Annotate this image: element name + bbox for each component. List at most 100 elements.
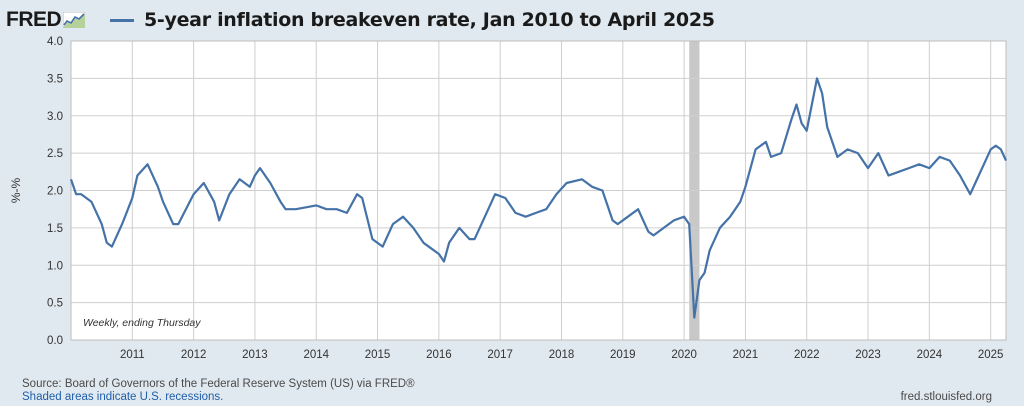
data-point[interactable] — [769, 155, 773, 159]
data-point[interactable] — [565, 181, 569, 185]
data-point[interactable] — [534, 211, 538, 215]
data-point[interactable] — [580, 177, 584, 181]
data-point[interactable] — [105, 241, 109, 245]
data-point[interactable] — [697, 278, 701, 282]
data-point[interactable] — [820, 91, 824, 95]
data-point[interactable] — [278, 200, 282, 204]
data-point[interactable] — [217, 218, 221, 222]
data-point[interactable] — [473, 237, 477, 241]
data-point[interactable] — [636, 207, 640, 211]
recession-note-link[interactable]: Shaded areas indicate U.S. recessions. — [22, 391, 224, 403]
data-point[interactable] — [692, 316, 696, 320]
data-point[interactable] — [524, 215, 528, 219]
data-point[interactable] — [682, 215, 686, 219]
fred-url[interactable]: fred.stlouisfed.org — [900, 391, 992, 403]
data-point[interactable] — [626, 215, 630, 219]
data-point[interactable] — [835, 155, 839, 159]
data-point[interactable] — [856, 151, 860, 155]
data-point[interactable] — [973, 181, 977, 185]
data-point[interactable] — [886, 174, 890, 178]
data-point[interactable] — [110, 245, 114, 249]
data-point[interactable] — [938, 155, 942, 159]
data-point[interactable] — [805, 129, 809, 133]
data-point[interactable] — [314, 203, 318, 207]
data-point[interactable] — [800, 121, 804, 125]
data-point[interactable] — [391, 222, 395, 226]
fred-logo[interactable]: FRED — [6, 8, 86, 32]
data-point[interactable] — [437, 252, 441, 256]
data-point[interactable] — [176, 222, 180, 226]
data-point[interactable] — [968, 192, 972, 196]
data-point[interactable] — [948, 159, 952, 163]
data-point[interactable] — [171, 222, 175, 226]
data-point[interactable] — [284, 207, 288, 211]
data-point[interactable] — [815, 76, 819, 80]
data-point[interactable] — [846, 147, 850, 151]
data-point[interactable] — [651, 233, 655, 237]
data-point[interactable] — [493, 192, 497, 196]
data-point[interactable] — [335, 207, 339, 211]
data-point[interactable] — [355, 192, 359, 196]
data-point[interactable] — [135, 174, 139, 178]
data-point[interactable] — [370, 237, 374, 241]
data-point[interactable] — [381, 245, 385, 249]
data-point[interactable] — [789, 117, 793, 121]
data-point[interactable] — [514, 211, 518, 215]
data-point[interactable] — [345, 211, 349, 215]
data-point[interactable] — [156, 185, 160, 189]
data-point[interactable] — [611, 218, 615, 222]
data-point[interactable] — [401, 215, 405, 219]
data-point[interactable] — [795, 103, 799, 107]
data-point[interactable] — [422, 241, 426, 245]
data-point[interactable] — [662, 226, 666, 230]
data-point[interactable] — [738, 200, 742, 204]
data-point[interactable] — [324, 207, 328, 211]
data-point[interactable] — [432, 248, 436, 252]
data-point[interactable] — [687, 222, 691, 226]
data-point[interactable] — [989, 147, 993, 151]
data-point[interactable] — [876, 151, 880, 155]
data-point[interactable] — [79, 192, 83, 196]
data-point[interactable] — [227, 192, 231, 196]
data-point[interactable] — [100, 222, 104, 226]
data-point[interactable] — [825, 125, 829, 129]
data-point[interactable] — [202, 181, 206, 185]
data-point[interactable] — [192, 192, 196, 196]
data-point[interactable] — [442, 260, 446, 264]
data-point[interactable] — [130, 196, 134, 200]
data-point[interactable] — [212, 200, 216, 204]
data-point[interactable] — [994, 144, 998, 148]
data-point[interactable] — [754, 147, 758, 151]
data-point[interactable] — [248, 185, 252, 189]
data-point[interactable] — [232, 185, 236, 189]
data-point[interactable] — [866, 166, 870, 170]
data-point[interactable] — [600, 189, 604, 193]
data-point[interactable] — [253, 174, 257, 178]
data-point[interactable] — [554, 192, 558, 196]
data-point[interactable] — [360, 196, 364, 200]
data-point[interactable] — [743, 185, 747, 189]
data-point[interactable] — [468, 237, 472, 241]
data-point[interactable] — [999, 147, 1003, 151]
data-point[interactable] — [544, 207, 548, 211]
data-point[interactable] — [897, 170, 901, 174]
data-point[interactable] — [161, 200, 165, 204]
data-point[interactable] — [646, 230, 650, 234]
data-point[interactable] — [590, 185, 594, 189]
data-point[interactable] — [830, 140, 834, 144]
data-point[interactable] — [907, 166, 911, 170]
data-point[interactable] — [258, 166, 262, 170]
data-point[interactable] — [294, 207, 298, 211]
data-point[interactable] — [708, 248, 712, 252]
data-point[interactable] — [958, 174, 962, 178]
data-point[interactable] — [672, 218, 676, 222]
data-point[interactable] — [447, 241, 451, 245]
data-point[interactable] — [779, 151, 783, 155]
data-point[interactable] — [146, 162, 150, 166]
series-line[interactable] — [69, 77, 1008, 319]
data-point[interactable] — [268, 181, 272, 185]
data-point[interactable] — [69, 177, 73, 181]
data-point[interactable] — [984, 159, 988, 163]
data-point[interactable] — [764, 140, 768, 144]
